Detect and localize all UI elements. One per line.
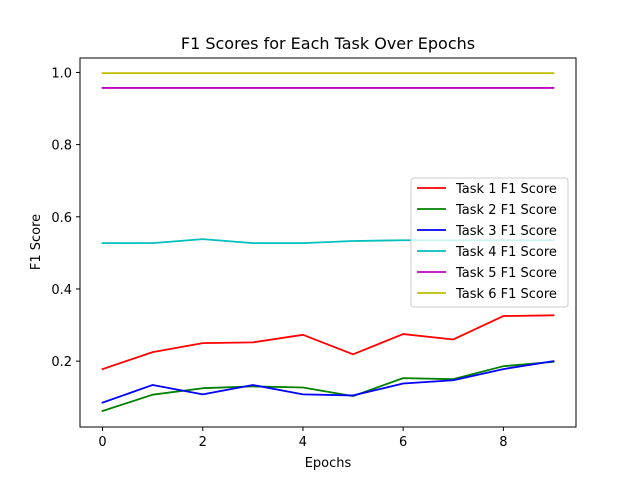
series-line-task-2 [101, 360, 555, 413]
legend: Task 1 F1 Score Task 2 F1 Score Task 3 F1 … [410, 177, 569, 308]
x-tick-label: 2 [199, 435, 207, 450]
y-axis-title: F1 Score [29, 214, 44, 270]
y-axis: 0.2 0.4 0.6 0.8 1.0 [51, 66, 80, 370]
legend-label: Task 6 F1 Score [455, 287, 557, 302]
series-layer [101, 72, 555, 413]
x-tick-label: 8 [499, 435, 507, 450]
legend-label: Task 4 F1 Score [455, 245, 557, 260]
x-axis-title: Epochs [305, 456, 352, 471]
legend-label: Task 1 F1 Score [455, 182, 557, 197]
x-tick-label: 4 [299, 435, 307, 450]
x-tick-label: 0 [98, 435, 106, 450]
series-line-task-1 [101, 314, 555, 371]
series-line-task-3 [101, 360, 555, 404]
y-tick-label: 1.0 [51, 66, 72, 81]
x-tick-label: 6 [399, 435, 407, 450]
y-tick-label: 0.4 [51, 283, 72, 298]
legend-label: Task 2 F1 Score [455, 203, 557, 218]
y-tick-label: 0.2 [51, 355, 72, 370]
legend-box [410, 177, 569, 308]
y-tick-label: 0.6 [51, 211, 72, 226]
plot-frame [79, 57, 577, 428]
legend-items: Task 1 F1 Score Task 2 F1 Score Task 3 F1 … [417, 182, 557, 302]
legend-label: Task 3 F1 Score [455, 224, 557, 239]
legend-label: Task 5 F1 Score [455, 266, 557, 281]
plot-area [79, 57, 577, 428]
y-tick-label: 0.8 [51, 139, 72, 154]
chart-title: F1 Scores for Each Task Over Epochs [181, 34, 475, 53]
x-axis: 0 2 4 6 8 [98, 427, 507, 450]
